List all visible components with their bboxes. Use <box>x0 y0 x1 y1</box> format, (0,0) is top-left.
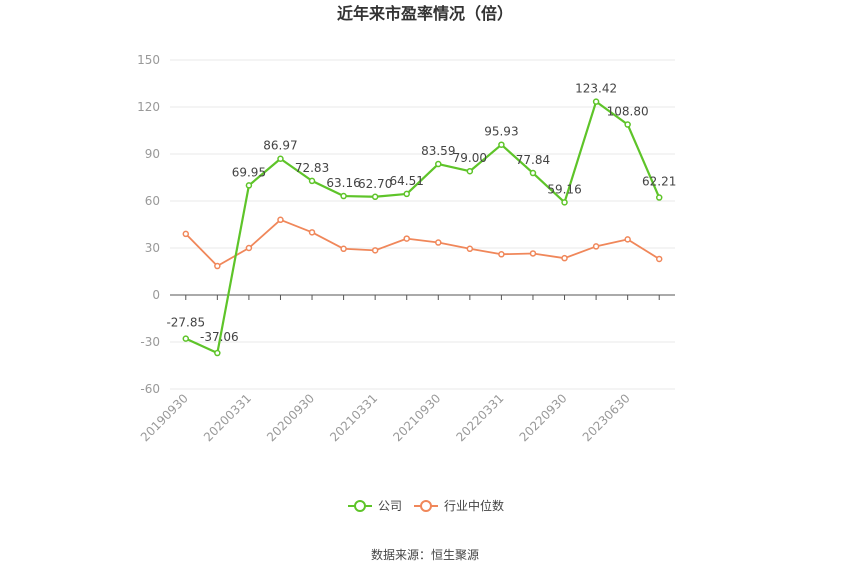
data-point[interactable] <box>371 193 379 201</box>
data-label: 62.70 <box>358 177 392 191</box>
y-tick-label: 30 <box>145 241 160 255</box>
data-label: 59.16 <box>547 182 581 196</box>
data-point[interactable] <box>182 335 190 342</box>
data-point[interactable] <box>624 121 631 128</box>
data-label: 64.51 <box>390 174 424 188</box>
data-label: 77.84 <box>516 153 550 167</box>
data-label: 63.16 <box>326 176 360 190</box>
y-tick-label: -30 <box>140 335 160 349</box>
data-point[interactable] <box>245 182 253 189</box>
data-point[interactable] <box>308 177 316 185</box>
data-point[interactable] <box>340 245 347 253</box>
data-label: 108.80 <box>607 105 649 119</box>
data-point[interactable] <box>655 255 663 263</box>
data-point[interactable] <box>498 251 505 258</box>
y-tick-label: 60 <box>145 194 160 208</box>
y-tick-label: 150 <box>137 53 160 67</box>
data-label: -37.06 <box>200 330 239 344</box>
grid <box>170 59 675 390</box>
data-point[interactable] <box>182 230 190 238</box>
data-point[interactable] <box>529 250 537 257</box>
x-tick-label: 20210331 <box>327 391 380 444</box>
data-point[interactable] <box>592 98 600 105</box>
data-labels: -27.85-37.06 69.95 86.97 72.8363.1662.7064.… <box>166 82 676 344</box>
legend: 公司 行业中位数 <box>348 498 504 513</box>
data-label: -27.85 <box>166 316 205 330</box>
x-tick-label: 20220331 <box>453 391 506 444</box>
data-point[interactable] <box>655 194 663 201</box>
data-point[interactable] <box>403 235 410 242</box>
data-point[interactable] <box>371 247 379 254</box>
data-label: 123.42 <box>575 82 617 96</box>
data-point[interactable] <box>277 216 284 224</box>
data-point[interactable] <box>624 236 631 243</box>
source-note: 数据来源：恒生聚源 <box>371 547 479 562</box>
data-point[interactable] <box>245 244 253 252</box>
data-point[interactable] <box>435 239 442 246</box>
y-tick-label: 90 <box>145 147 160 161</box>
data-label: 86.97 <box>263 139 297 153</box>
legend-item-company[interactable]: 公司 <box>348 499 402 513</box>
data-point[interactable] <box>561 254 568 262</box>
data-point[interactable] <box>592 243 600 250</box>
data-label: 95.93 <box>484 125 518 139</box>
x-tick-label: 20220930 <box>517 391 570 444</box>
data-point[interactable] <box>214 349 221 357</box>
data-point[interactable] <box>340 192 347 200</box>
legend-item-industry-median[interactable]: 行业中位数 <box>414 498 504 513</box>
y-tick-label: 0 <box>152 288 160 302</box>
data-point[interactable] <box>498 141 505 148</box>
data-point[interactable] <box>561 199 568 206</box>
data-point[interactable] <box>308 229 316 236</box>
data-label: 79.00 <box>453 151 487 165</box>
x-tick-label: 20200930 <box>264 391 317 444</box>
data-point[interactable] <box>435 160 442 168</box>
x-tick-label: 20190930 <box>138 391 191 444</box>
data-label: 83.59 <box>421 144 455 158</box>
legend-label-industry-median: 行业中位数 <box>444 498 504 513</box>
series-line-1 <box>185 218 660 267</box>
data-point[interactable] <box>529 169 537 177</box>
y-tick-label: -60 <box>140 382 160 396</box>
series-line-0 <box>185 100 661 355</box>
x-tick-label: 20210930 <box>390 391 443 444</box>
legend-label-company: 公司 <box>378 499 402 513</box>
series-lines <box>182 98 663 357</box>
data-point[interactable] <box>466 245 474 253</box>
data-point[interactable] <box>277 155 284 162</box>
x-tick-label: 20230630 <box>580 391 633 444</box>
chart-title: 近年来市盈率情况（倍） <box>337 4 513 23</box>
data-point[interactable] <box>214 262 221 270</box>
data-point[interactable] <box>466 167 474 175</box>
data-label: 69.95 <box>232 165 266 179</box>
y-tick-label: 120 <box>137 100 160 114</box>
x-tick-label: 20200331 <box>201 391 254 444</box>
data-label: 72.83 <box>295 161 329 175</box>
data-label: 62.21 <box>642 175 676 189</box>
data-point[interactable] <box>403 190 410 198</box>
